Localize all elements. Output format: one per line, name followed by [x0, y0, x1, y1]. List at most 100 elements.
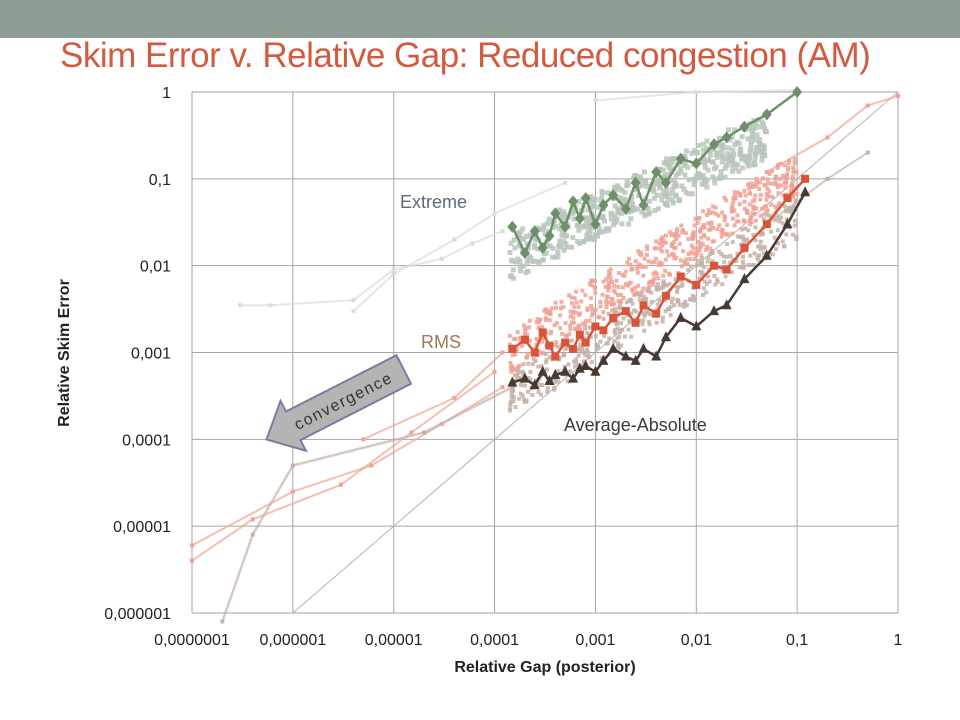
rms-cloud-point	[753, 218, 758, 223]
rms-cloud-point	[603, 284, 608, 289]
avg-cloud-point	[667, 282, 672, 287]
avg-cloud-point	[716, 249, 721, 254]
avg-cloud-point	[604, 341, 609, 346]
avg-cloud-point	[630, 301, 635, 306]
rms-cloud-point	[538, 317, 543, 322]
avg-cloud-point	[538, 382, 543, 387]
rms-cloud-point	[745, 208, 750, 213]
rms-cloud-point	[553, 342, 558, 347]
extreme-cloud-point	[587, 235, 593, 241]
extreme-cloud-point	[518, 268, 524, 274]
rms-cloud-point	[596, 315, 601, 320]
avg-cloud-point	[615, 326, 620, 331]
extreme-cloud-point	[731, 152, 737, 158]
rms-cloud-point	[636, 283, 641, 288]
avg-cloud-point	[575, 347, 580, 352]
rms-cloud-point	[688, 250, 693, 255]
extreme-cloud-point	[753, 146, 759, 152]
extreme-cloud-point	[686, 191, 692, 197]
avg-cloud-point	[521, 371, 526, 376]
extreme-cloud-point	[628, 216, 634, 222]
extreme-cloud-point	[642, 179, 648, 185]
extreme-cloud-point	[544, 221, 550, 227]
extreme-cloud-point	[600, 215, 606, 221]
extreme-cloud-point	[682, 172, 688, 178]
rms-cloud-point	[691, 251, 696, 256]
avg-cloud-point	[675, 298, 680, 303]
extreme-run-trail-point	[452, 237, 457, 242]
avg-cloud-point	[770, 252, 775, 257]
extreme-cloud-point	[753, 151, 759, 157]
avg-cloud-point	[775, 228, 780, 233]
rms-cloud-point	[757, 187, 762, 192]
extreme-cloud-point	[723, 156, 729, 162]
rms-cloud-point	[525, 352, 530, 357]
avg-data-point	[782, 218, 793, 229]
rms-cloud-point	[754, 184, 759, 189]
rms-data-point	[621, 307, 630, 316]
rms-cloud-point	[554, 340, 559, 345]
avg-cloud-point	[679, 278, 684, 283]
avg-cloud-point	[617, 328, 622, 333]
extreme-cloud-point	[730, 147, 736, 153]
rms-cloud-point	[619, 299, 624, 304]
extreme-cloud-point	[762, 126, 768, 132]
avg-data-point	[560, 365, 571, 376]
rms-cloud-point	[775, 165, 780, 170]
extreme-cloud-point	[759, 153, 765, 159]
rms-cloud-point	[643, 265, 648, 270]
avg-cloud-point	[606, 311, 611, 316]
extreme-cloud-point	[602, 218, 608, 224]
avg-cloud-point	[715, 277, 720, 282]
rms-cloud-point	[645, 247, 650, 252]
avg-cloud-point	[746, 263, 751, 268]
rms-cloud-point	[622, 273, 627, 278]
rms-cloud-point	[540, 339, 545, 344]
rms-cloud-point	[730, 216, 735, 221]
rms-cloud-point	[711, 225, 716, 230]
avg-cloud-point	[585, 331, 590, 336]
avg-cloud-point	[643, 298, 648, 303]
rms-cloud-point	[722, 195, 727, 200]
extreme-data-point	[739, 120, 750, 133]
extreme-cloud-point	[532, 242, 538, 248]
avg-cloud-point	[740, 259, 745, 264]
rms-cloud-point	[724, 232, 729, 237]
extreme-run-trail-point	[563, 180, 568, 185]
x-tick-label: 0,000001	[259, 632, 326, 649]
rms-cloud-point	[549, 329, 554, 334]
extreme-data-point	[568, 195, 579, 208]
y-tick-label: 0,000001	[104, 606, 171, 623]
rms-cloud-point	[748, 191, 753, 196]
extreme-data-point	[792, 86, 803, 98]
extreme-cloud-point	[590, 197, 596, 203]
rms-cloud-point	[751, 204, 756, 209]
avg-cloud-point	[675, 290, 680, 295]
extreme-cloud-point	[536, 259, 542, 265]
extreme-cloud-point	[624, 183, 630, 189]
avg-cloud-point	[552, 385, 557, 390]
extreme-cloud-point	[650, 186, 656, 192]
avg-data-point	[620, 350, 631, 361]
avg-run-trail-point	[825, 176, 830, 181]
extreme-cloud-point	[657, 166, 663, 172]
avg-cloud-point	[626, 327, 631, 332]
rms-cloud-point	[778, 161, 783, 166]
avg-cloud-point	[742, 265, 747, 270]
avg-cloud-point	[699, 270, 704, 275]
x-tick-label: 0,00001	[365, 632, 423, 649]
avg-cloud-point	[563, 347, 568, 352]
extreme-cloud-point	[555, 249, 561, 255]
extreme-cloud-point	[700, 147, 706, 153]
extreme-cloud-point	[669, 160, 675, 166]
rms-cloud-point	[518, 337, 523, 342]
avg-cloud-point	[685, 262, 690, 267]
extreme-cloud-point	[761, 121, 767, 127]
avg-cloud-point	[511, 399, 516, 404]
avg-cloud-point	[556, 379, 561, 384]
y-axis-title: Relative Skim Error	[56, 279, 73, 427]
avg-cloud-point	[760, 232, 765, 237]
rms-cloud-point	[579, 299, 584, 304]
extreme-cloud-point	[718, 169, 724, 175]
rms-cloud-point	[645, 244, 650, 249]
